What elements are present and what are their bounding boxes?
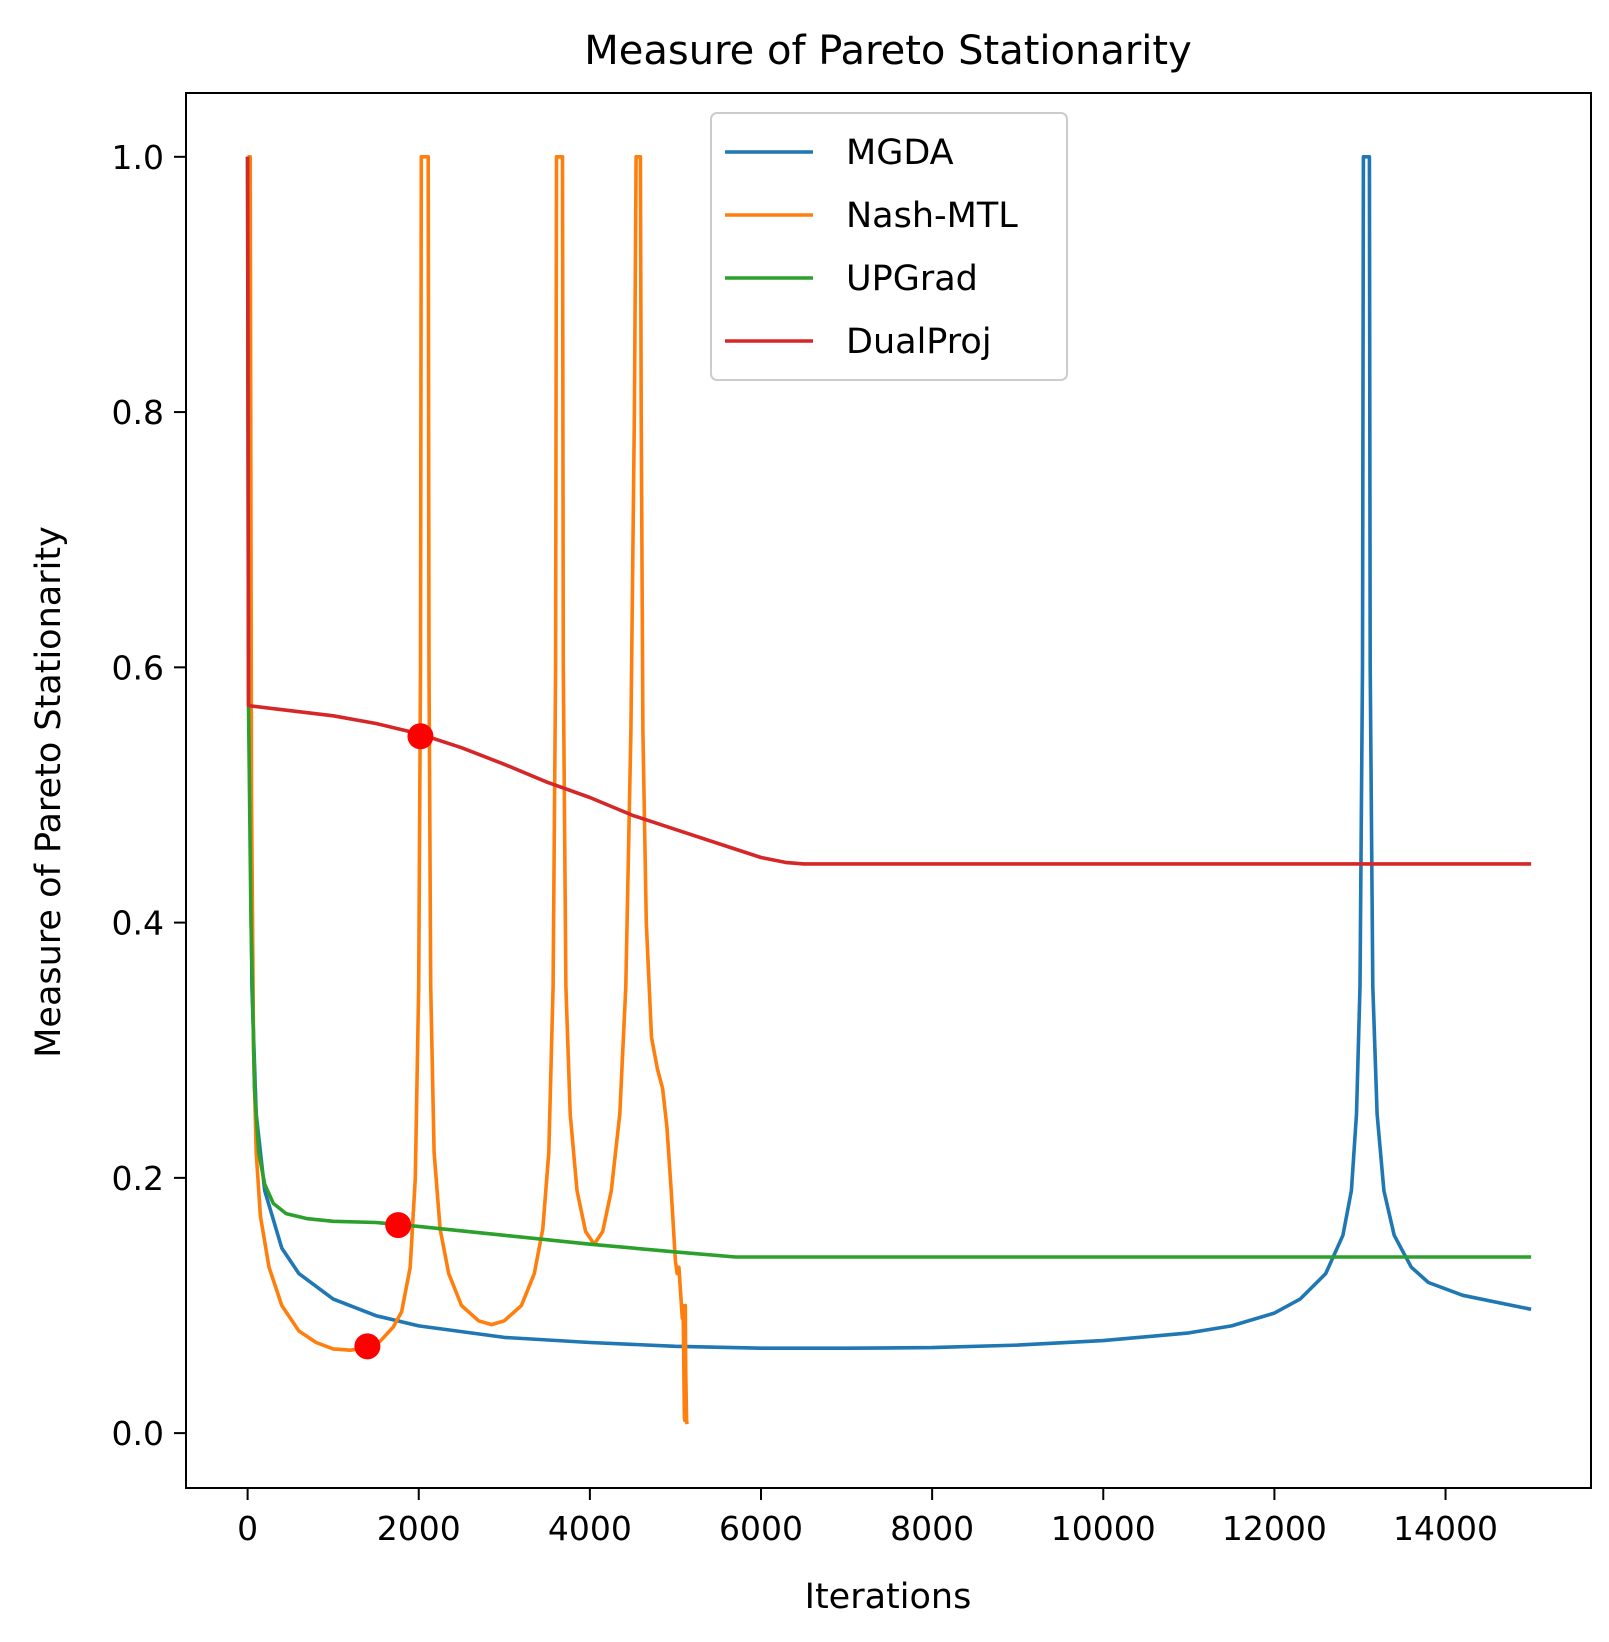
x-tick-label: 14000 xyxy=(1393,1509,1498,1548)
x-tick-label: 2000 xyxy=(377,1509,461,1548)
legend: MGDA Nash-MTL UPGrad DualProj xyxy=(710,112,1068,381)
y-tick-label: 0.0 xyxy=(112,1414,164,1453)
chart-title: Measure of Pareto Stationarity xyxy=(584,28,1192,74)
series-line-mgda xyxy=(245,155,1532,1350)
y-tick-label: 1.0 xyxy=(112,138,164,177)
plot-frame xyxy=(185,92,1592,1489)
axis-layer: 0 2000 4000 6000 8000 10000 12000 14000 0.0 0.2 0.… xyxy=(112,138,1499,1548)
y-tick-label: 0.6 xyxy=(112,648,164,687)
series-line-dualproj xyxy=(245,156,1532,866)
x-tick-label: 10000 xyxy=(1051,1509,1156,1548)
series-line-upgrad xyxy=(245,156,1532,1259)
y-tick-label: 0.8 xyxy=(112,393,164,432)
x-tick-label: 12000 xyxy=(1222,1509,1327,1548)
legend-label: UPGrad xyxy=(846,259,978,299)
x-tick-label: 4000 xyxy=(548,1509,632,1548)
y-tick-label: 0.2 xyxy=(112,1159,164,1198)
x-tick-label: 6000 xyxy=(719,1509,803,1548)
x-tick-label: 8000 xyxy=(890,1509,974,1548)
legend-label: MGDA xyxy=(846,133,954,173)
x-axis-label: Iterations xyxy=(805,1577,972,1617)
legend-label: Nash-MTL xyxy=(846,196,1018,236)
y-axis-label: Measure of Pareto Stationarity xyxy=(29,526,69,1058)
highlight-marker xyxy=(354,1333,381,1360)
highlight-marker xyxy=(385,1212,412,1239)
highlight-marker xyxy=(407,723,434,750)
legend-label: DualProj xyxy=(846,322,992,362)
y-tick-label: 0.4 xyxy=(112,904,164,943)
x-tick-label: 0 xyxy=(237,1509,258,1548)
legend-box xyxy=(710,112,1068,381)
marker-layer xyxy=(354,723,434,1360)
